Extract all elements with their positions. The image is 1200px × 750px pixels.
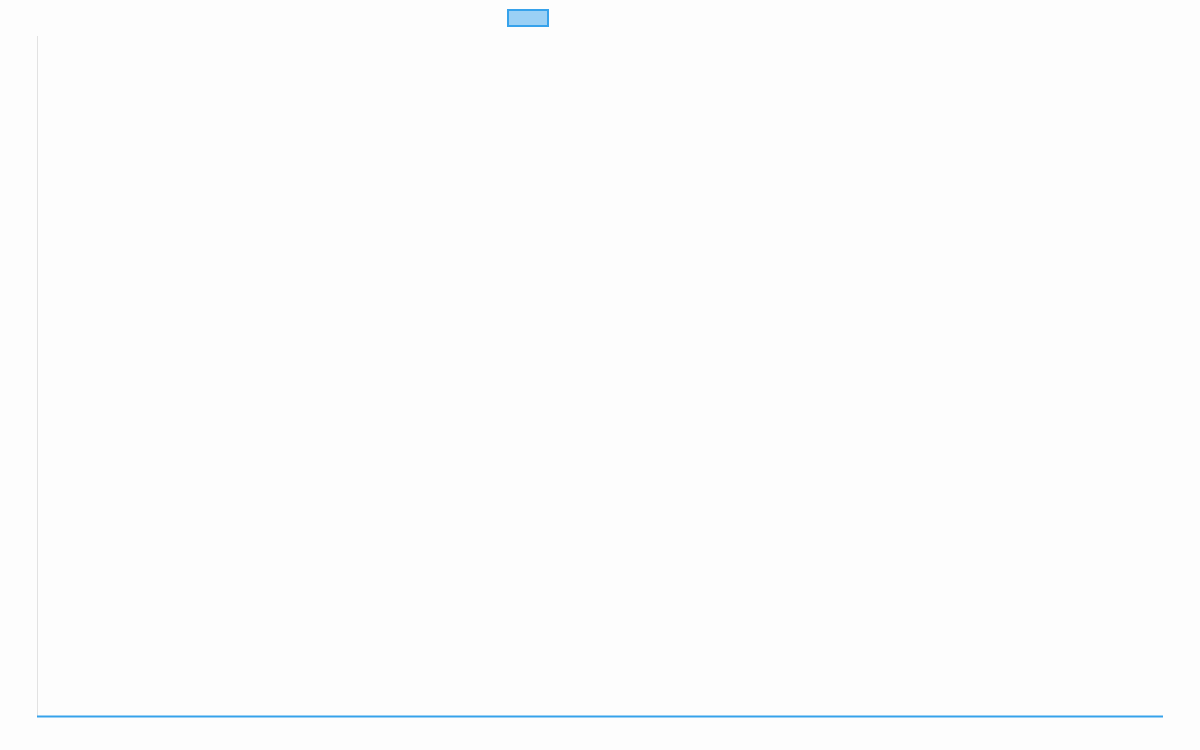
legend [507,9,555,27]
legend-swatch-series-1[interactable] [507,9,549,27]
